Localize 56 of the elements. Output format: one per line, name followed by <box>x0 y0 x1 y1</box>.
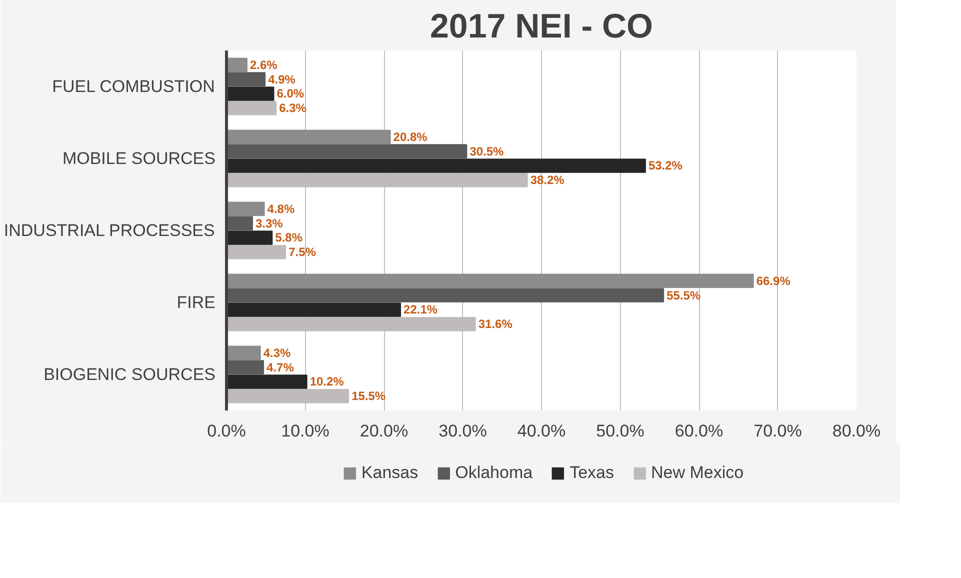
data-label: 3.3% <box>255 216 284 230</box>
x-tick-label: 0.0% <box>207 422 246 440</box>
data-label: 4.9% <box>268 72 296 86</box>
data-label: 66.9% <box>756 274 791 288</box>
data-label: 6.0% <box>276 86 304 101</box>
bar <box>226 202 265 216</box>
data-label: 4.3% <box>263 346 292 360</box>
bar <box>226 130 391 144</box>
bar <box>226 302 402 317</box>
bar <box>226 72 266 86</box>
x-tick-label: 20.0% <box>360 422 408 440</box>
bar <box>226 158 646 173</box>
y-tick-label: MOBILE SOURCES <box>62 149 216 168</box>
data-label: 55.5% <box>666 288 701 302</box>
data-label: 4.7% <box>266 360 294 374</box>
bar <box>226 216 253 230</box>
x-tick-label: 80.0% <box>832 422 881 440</box>
bar <box>226 244 286 260</box>
data-label: 53.2% <box>648 158 683 173</box>
legend-label: Oklahoma <box>455 463 533 483</box>
legend-label: Texas <box>570 463 614 483</box>
y-tick-label: INDUSTRIAL PROCESSES <box>4 221 215 240</box>
legend-label: Kansas <box>361 463 418 483</box>
chart-title: 2017 NEI - CO <box>430 8 653 46</box>
data-label: 6.3% <box>279 101 307 116</box>
bar <box>226 230 273 245</box>
bar <box>226 360 264 374</box>
data-label: 10.2% <box>310 374 344 389</box>
y-tick-label: FIRE <box>176 293 216 312</box>
bar <box>226 100 277 116</box>
x-tick-label: 40.0% <box>517 422 566 440</box>
x-tick-label: 30.0% <box>438 422 487 440</box>
data-label: 22.1% <box>404 302 438 317</box>
x-tick-label: 60.0% <box>674 422 724 440</box>
data-label: 7.5% <box>288 245 316 260</box>
data-label: 4.8% <box>267 202 295 216</box>
legend-label: New Mexico <box>651 463 744 483</box>
bar <box>226 288 664 302</box>
data-label: 2.6% <box>250 58 278 72</box>
data-label: 5.8% <box>275 230 303 245</box>
data-label: 31.6% <box>478 317 513 332</box>
data-label: 15.5% <box>352 389 386 404</box>
x-tick-label: 50.0% <box>596 422 644 440</box>
y-tick-label: FUEL COMBUSTION <box>52 77 215 96</box>
bar <box>226 374 308 389</box>
y-tick-label: BIOGENIC SOURCES <box>44 365 216 384</box>
data-label: 30.5% <box>470 144 504 158</box>
data-label: 20.8% <box>393 130 428 144</box>
bar <box>226 86 274 101</box>
x-tick-label: 10.0% <box>281 422 330 440</box>
bar <box>226 346 261 360</box>
bar <box>226 144 468 158</box>
data-label: 38.2% <box>530 173 565 188</box>
bar <box>226 274 754 288</box>
bar <box>226 58 248 72</box>
x-tick-label: 70.0% <box>754 422 802 440</box>
